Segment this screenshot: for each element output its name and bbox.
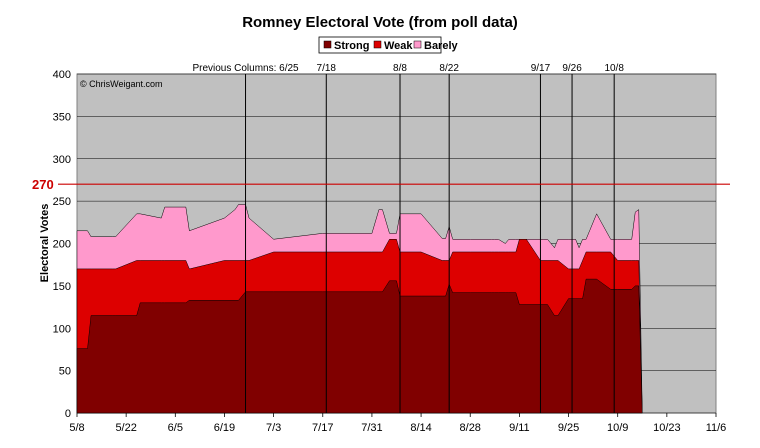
x-axis-ticks: 5/8 5/22 6/5 6/19 7/3 7/17 7/31 8/14 8/28 9/11 9/2… [69,422,726,434]
annotations: Previous Columns: 6/25 7/18 8/8 8/22 9/17 9/2… [192,63,624,413]
x-tick-label: 6/19 [214,422,235,434]
x-tick-label: 6/5 [168,422,183,434]
y-tick-label: 400 [53,69,71,81]
y-tick-label: 100 [53,323,71,335]
legend-label-weak: Weak [384,40,413,52]
legend-swatch-weak [373,40,382,49]
y-axis-ticks: 0 50 100 150 200 250 300 350 400 [53,69,71,420]
annotation-label: 9/26 [562,63,582,74]
chart-title: Romney Electoral Vote (from poll data) [242,14,518,31]
annotation-label: 7/18 [317,63,337,74]
x-tick-label: 5/22 [115,422,136,434]
copyright-text: © ChrisWeigant.com [80,79,163,89]
x-tick-label: 9/25 [558,422,579,434]
x-tick-label: 7/3 [266,422,281,434]
y-axis-label: Electoral Votes [39,204,51,283]
y-tick-label: 250 [53,196,71,208]
y-tick-label: 300 [53,154,71,166]
legend-swatch-strong [323,40,332,49]
x-tick-label: 10/9 [607,422,628,434]
legend: Strong Weak Barely [318,36,459,54]
x-tick-label: 8/28 [460,422,481,434]
threshold-line: 270 [32,177,730,192]
y-tick-label: 200 [53,239,71,251]
x-tick-label: 7/31 [361,422,382,434]
x-tick-label: 8/14 [410,422,431,434]
annotation-label: 8/8 [393,63,407,74]
annotation-label: 8/22 [439,63,459,74]
annotation-label: 9/17 [531,63,551,74]
legend-swatch-barely [413,40,422,49]
legend-label-strong: Strong [334,40,369,52]
y-tick-label: 50 [59,366,71,378]
x-tick-label: 5/8 [69,422,84,434]
area-strong [76,278,643,414]
x-tick-label: 9/11 [509,422,530,434]
y-tick-label: 150 [53,281,71,293]
annotation-label: Previous Columns: 6/25 [192,63,299,74]
area-series [76,204,643,414]
legend-label-barely: Barely [424,40,459,52]
x-tick-label: 11/6 [706,422,727,434]
x-tick-label: 10/23 [653,422,681,434]
x-tick-label: 7/17 [312,422,333,434]
y-tick-label: 0 [65,408,71,420]
y-tick-label: 350 [53,111,71,123]
annotation-label: 10/8 [604,63,624,74]
threshold-label: 270 [32,177,54,192]
